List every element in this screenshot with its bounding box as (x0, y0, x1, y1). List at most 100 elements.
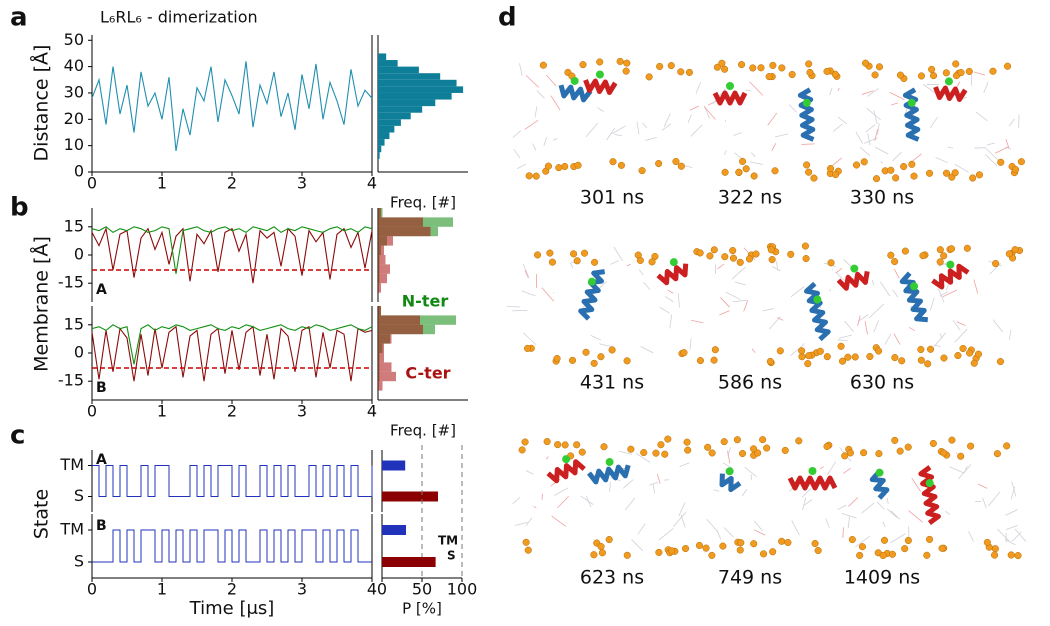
phosphate (991, 551, 999, 559)
lipid-tail (557, 496, 569, 509)
phosphate (597, 543, 605, 551)
lipid-tail (837, 87, 840, 91)
lipid-tail (857, 314, 869, 322)
bar (382, 460, 406, 471)
histogram-bar (378, 132, 390, 140)
histogram-bar (378, 112, 411, 120)
phosphate (718, 59, 726, 67)
lipid-tail (725, 291, 741, 300)
phosphate (554, 441, 562, 449)
phosphate (600, 443, 608, 451)
side-chain (605, 458, 614, 467)
helix (712, 90, 748, 106)
phosphate (523, 344, 532, 352)
phosphate (892, 174, 900, 182)
phosphate (702, 544, 710, 552)
lipid-tail (847, 515, 851, 529)
lipid-tail (703, 106, 716, 120)
histogram-bar (378, 255, 386, 265)
phosphate (872, 175, 881, 183)
helix (933, 85, 968, 102)
phosphate (925, 535, 934, 543)
lipid-tail (819, 466, 824, 470)
phosphate (798, 353, 806, 361)
lipid-tail (554, 487, 569, 496)
y-axis-label: Distance [Å] (30, 45, 53, 162)
lipid-tail (580, 495, 594, 505)
lipid-tail (908, 326, 916, 332)
phosphate (948, 436, 956, 444)
lipid-tail (935, 157, 949, 164)
bar (382, 525, 406, 535)
helix (902, 87, 921, 142)
lipid-tail (835, 267, 843, 274)
lipid-tail (892, 151, 902, 162)
lipid-tail (788, 104, 797, 113)
phosphate (544, 162, 552, 170)
phosphate (771, 167, 779, 175)
phosphate (904, 443, 912, 451)
phosphate (952, 60, 960, 68)
snapshot-label: 749 ns (718, 567, 782, 589)
lipid-tail (613, 246, 623, 262)
helix (869, 469, 890, 500)
snapshot-label: 586 ns (718, 372, 782, 394)
lipid-tail (908, 510, 923, 523)
lipid-tail (829, 87, 833, 96)
snapshot-label: 630 ns (850, 372, 914, 394)
y-tick-label: 40 (64, 56, 84, 75)
y-axis-label: Membrane [Å] (30, 236, 53, 372)
lipid-tail (772, 266, 781, 272)
phosphate (657, 441, 665, 449)
phosphate (781, 446, 789, 454)
y-tick-label: S (74, 552, 84, 571)
phosphate (891, 436, 899, 444)
phosphate (858, 543, 866, 551)
phosphate (940, 449, 948, 457)
phosphate (784, 538, 792, 547)
phosphate (957, 452, 965, 460)
x-tick-label: 4 (367, 174, 377, 193)
lipid-tail (585, 496, 592, 508)
lipid-tail (893, 268, 900, 279)
side-chain (562, 455, 571, 464)
lipid-tail (762, 308, 774, 312)
lipid-tail (614, 134, 623, 137)
lipid-tail (882, 521, 886, 528)
lipid-tail (892, 289, 899, 298)
side-chain (808, 467, 817, 475)
series-line (91, 324, 373, 365)
lipid-tail (994, 146, 1009, 154)
snapshot-label: 322 ns (718, 187, 782, 209)
lipid-tail (541, 287, 555, 302)
lipid-tail (801, 143, 815, 145)
lipid-tail (719, 310, 730, 316)
phosphate (752, 250, 760, 258)
histogram-bar (378, 152, 380, 159)
lipid-tail (865, 124, 876, 133)
snapshots (506, 57, 1027, 560)
lipid-tail (750, 152, 756, 157)
lipid-tail (802, 497, 807, 511)
phosphate (846, 449, 854, 457)
phosphate (844, 353, 852, 361)
sub-label: B (96, 518, 107, 534)
lipid-tail (861, 502, 875, 514)
sub-label: B (96, 380, 107, 396)
side-chain (925, 479, 934, 488)
phosphate (685, 68, 693, 76)
phosphate (579, 61, 587, 69)
lipid-tail (790, 343, 806, 356)
y-tick-label: 15 (64, 314, 84, 333)
y-tick-label: -15 (58, 371, 84, 390)
phosphate (591, 258, 599, 266)
state-trace (92, 529, 372, 563)
phosphate (929, 439, 937, 448)
side-chain (802, 98, 811, 107)
helix (587, 464, 631, 485)
phosphate (648, 258, 656, 266)
phosphate (805, 352, 813, 360)
phosphate (681, 544, 690, 553)
lipid-tail (855, 131, 864, 144)
phosphate (778, 537, 786, 545)
